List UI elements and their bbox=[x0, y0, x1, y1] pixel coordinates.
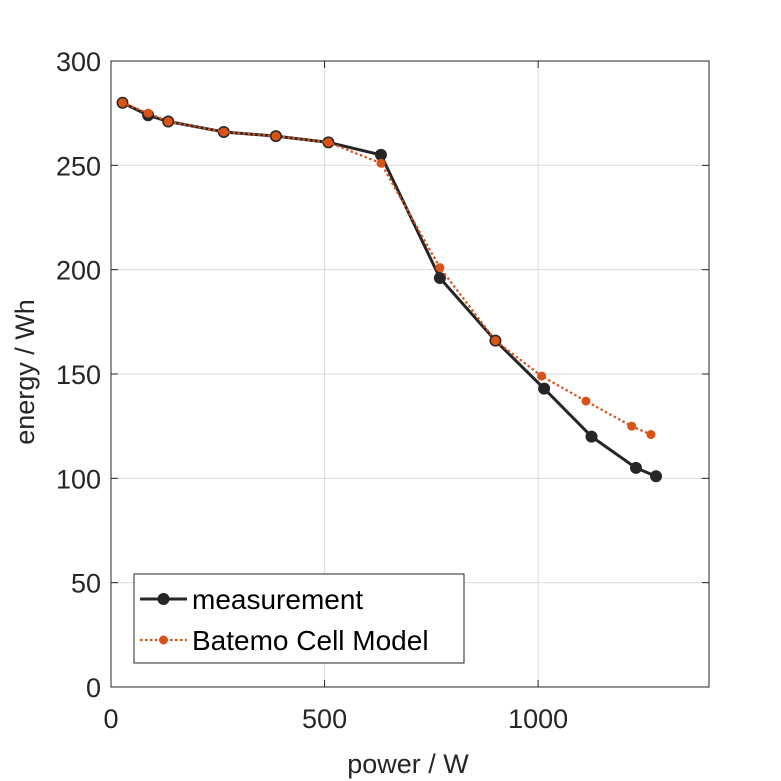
data-point-batemo-cell-model bbox=[219, 127, 229, 137]
y-tick-label: 150 bbox=[56, 360, 101, 390]
x-tick-label: 500 bbox=[302, 704, 347, 734]
data-point-batemo-cell-model bbox=[323, 137, 333, 147]
data-point-measurement bbox=[374, 148, 387, 161]
y-axis-label: energy / Wh bbox=[10, 299, 40, 445]
data-point-batemo-cell-model bbox=[271, 131, 281, 141]
x-tick-label: 0 bbox=[103, 704, 118, 734]
data-point-measurement bbox=[585, 430, 598, 443]
y-tick-label: 100 bbox=[56, 464, 101, 494]
legend-marker-measurement bbox=[157, 593, 170, 605]
data-point-batemo-cell-model bbox=[646, 430, 656, 440]
data-point-measurement bbox=[629, 461, 642, 474]
y-tick-label: 50 bbox=[71, 569, 101, 599]
data-point-measurement bbox=[650, 470, 663, 483]
data-point-batemo-cell-model bbox=[490, 336, 500, 346]
data-point-batemo-cell-model bbox=[435, 263, 445, 273]
data-point-batemo-cell-model bbox=[118, 98, 128, 108]
data-point-batemo-cell-model bbox=[143, 108, 153, 118]
x-tick-label: 1000 bbox=[508, 704, 568, 734]
data-point-batemo-cell-model bbox=[627, 421, 637, 431]
y-tick-label: 250 bbox=[56, 151, 101, 181]
legend-marker-batemo-cell-model bbox=[159, 635, 168, 645]
data-point-measurement bbox=[538, 382, 551, 395]
x-axis-label: power / W bbox=[347, 749, 469, 779]
y-tick-label: 300 bbox=[56, 47, 101, 77]
data-point-batemo-cell-model bbox=[376, 158, 386, 168]
data-point-batemo-cell-model bbox=[163, 117, 173, 127]
legend-label-batemo-cell-model: Batemo Cell Model bbox=[192, 625, 429, 656]
legend-label-measurement: measurement bbox=[192, 584, 363, 615]
data-point-batemo-cell-model bbox=[537, 371, 547, 381]
data-point-measurement bbox=[433, 272, 446, 285]
y-tick-label: 200 bbox=[56, 256, 101, 286]
legend-box bbox=[133, 573, 465, 664]
data-point-batemo-cell-model bbox=[581, 396, 591, 406]
ticks: 0 500 1000 0 50 100 150 200 250 300 bbox=[56, 47, 709, 734]
series-group bbox=[116, 96, 663, 483]
legend: measurement Batemo Cell Model bbox=[133, 573, 465, 664]
y-tick-label: 0 bbox=[86, 673, 101, 703]
